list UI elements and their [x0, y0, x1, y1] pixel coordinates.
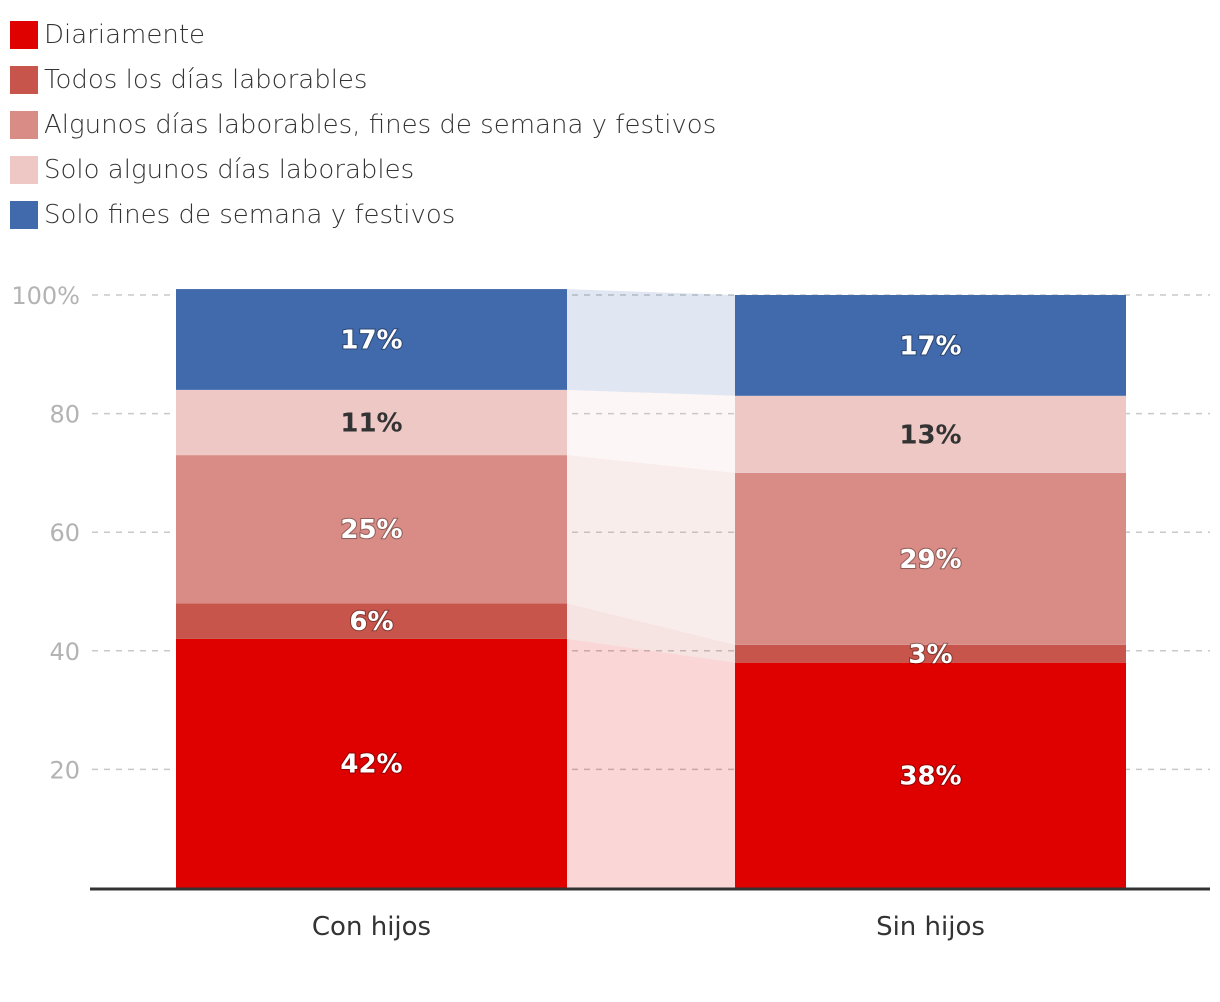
- legend-label: Todos los días laborables: [44, 64, 368, 95]
- data-label: 3%: [908, 640, 952, 670]
- y-tick-label: 40: [49, 638, 80, 666]
- bar-segment[interactable]: [735, 472, 1126, 645]
- legend-label: Diariamente: [44, 19, 206, 50]
- bar-segment[interactable]: [735, 395, 1126, 473]
- data-label: 17%: [899, 331, 961, 361]
- data-label: 11%: [340, 408, 402, 438]
- connector-2: [567, 603, 735, 663]
- legend: Diariamente Todos los días laborables Al…: [10, 12, 716, 237]
- bar-segment[interactable]: [176, 389, 567, 456]
- data-label: 13%: [899, 420, 961, 450]
- data-label: 17%: [340, 325, 402, 355]
- legend-item-todos-los-dias-laborables[interactable]: Todos los días laborables: [10, 57, 716, 102]
- x-category-label: Sin hijos: [876, 912, 985, 942]
- bar-segment[interactable]: [176, 455, 567, 604]
- data-label: 38%: [899, 761, 961, 791]
- y-tick-label: 60: [49, 519, 80, 547]
- legend-item-algunos-dias-laborables[interactable]: Algunos días laborables, fines de semana…: [10, 102, 716, 147]
- bar-segment[interactable]: [735, 295, 1126, 396]
- legend-swatch: [10, 65, 38, 94]
- bar-segment[interactable]: [735, 662, 1126, 888]
- y-tick-label: 20: [49, 756, 80, 784]
- legend-swatch: [10, 110, 38, 139]
- data-label: 25%: [340, 515, 402, 545]
- data-label: 29%: [899, 545, 961, 575]
- connector-4: [567, 389, 735, 473]
- bar-segment[interactable]: [176, 289, 567, 390]
- connector-5: [567, 289, 735, 396]
- legend-label: Algunos días laborables, fines de semana…: [44, 109, 717, 140]
- x-category-label: Con hijos: [312, 912, 431, 942]
- data-label: 42%: [340, 749, 402, 779]
- legend-swatch: [10, 200, 38, 229]
- y-tick-label: 100%: [11, 282, 80, 310]
- legend-swatch: [10, 20, 38, 49]
- bar-segment[interactable]: [176, 638, 567, 888]
- data-label: 6%: [349, 607, 393, 637]
- bar-segment[interactable]: [735, 644, 1126, 663]
- legend-item-diariamente[interactable]: Diariamente: [10, 12, 716, 57]
- legend-swatch: [10, 155, 38, 184]
- legend-item-solo-fines-de-semana[interactable]: Solo fines de semana y festivos: [10, 192, 716, 237]
- legend-item-solo-algunos-dias-laborables[interactable]: Solo algunos días laborables: [10, 147, 716, 192]
- connector-1: [567, 638, 735, 888]
- legend-label: Solo fines de semana y festivos: [44, 199, 456, 230]
- y-tick-label: 80: [49, 401, 80, 429]
- legend-label: Solo algunos días laborables: [44, 154, 415, 185]
- bar-segment[interactable]: [176, 603, 567, 639]
- connector-3: [567, 455, 735, 645]
